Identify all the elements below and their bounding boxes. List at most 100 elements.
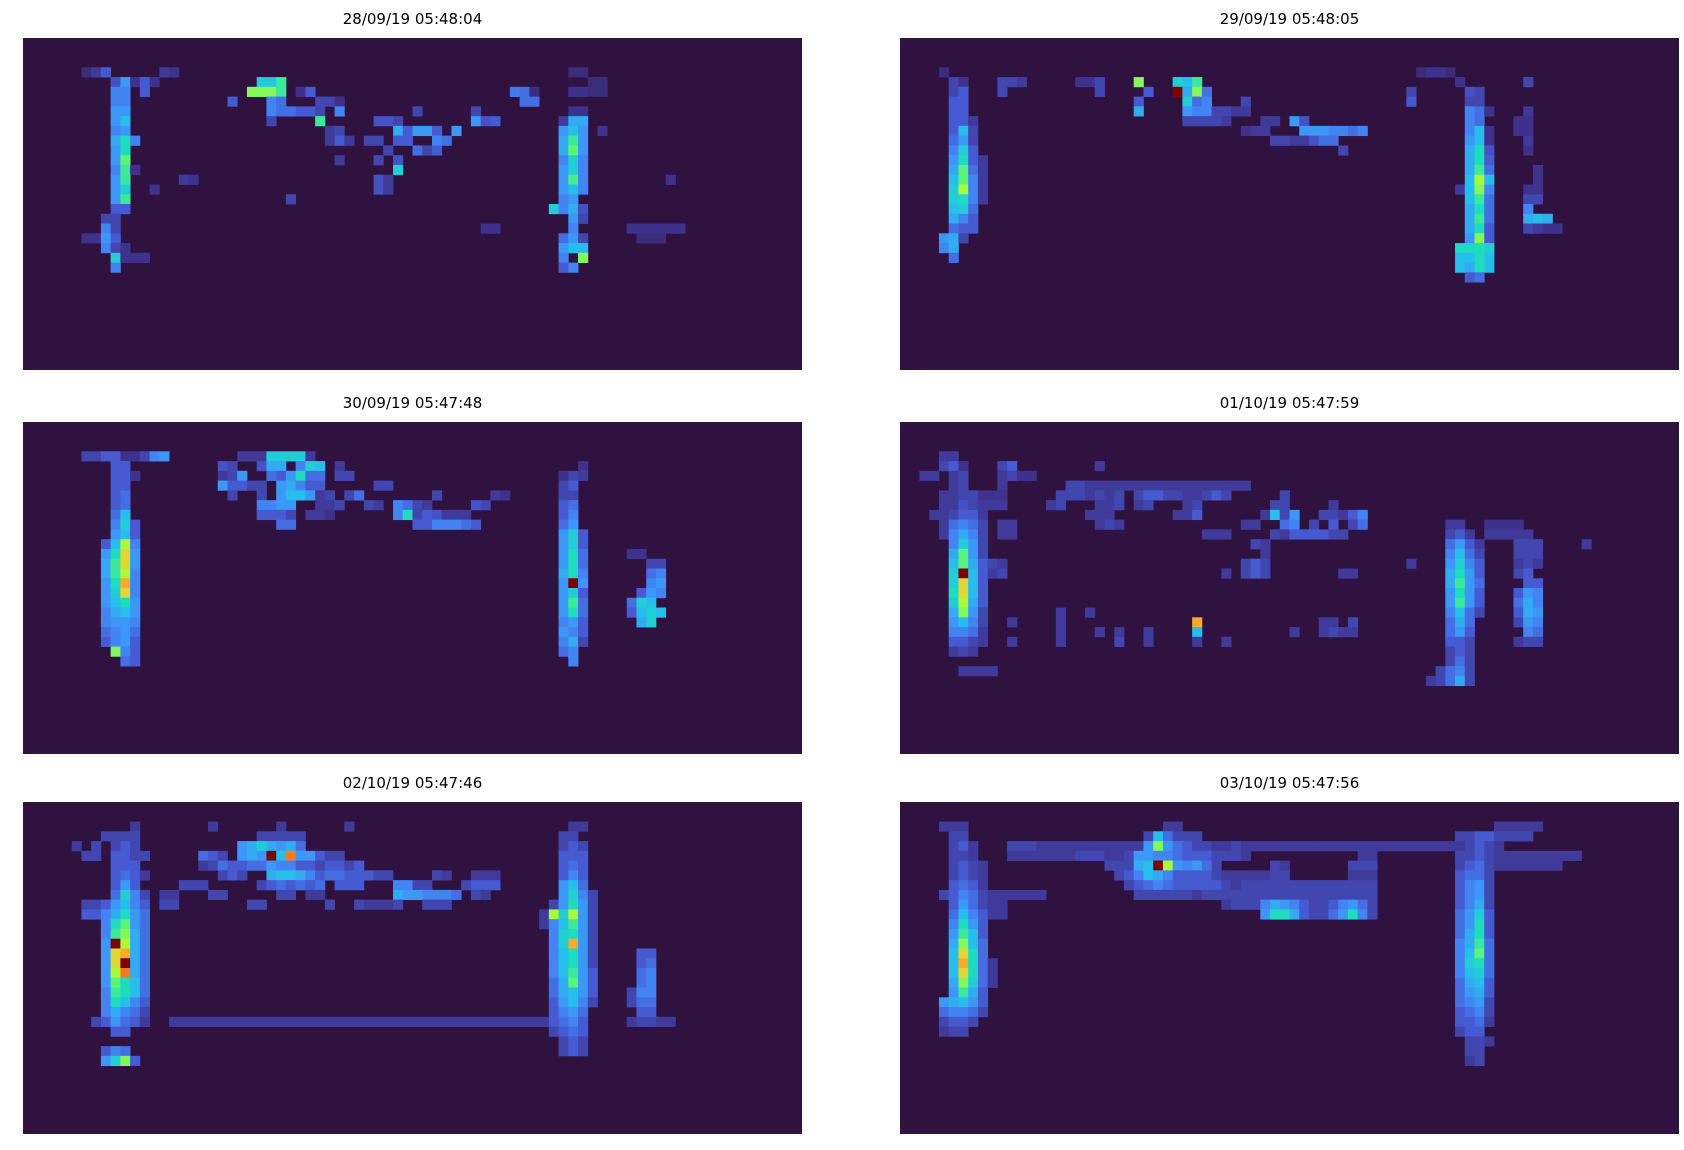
heatmap-cell (1357, 880, 1368, 891)
heatmap-cell (977, 627, 989, 638)
heatmap-cell (1464, 116, 1475, 127)
heatmap-cell (587, 909, 598, 920)
heatmap-cell (997, 568, 1008, 579)
heatmap-cell (968, 539, 979, 550)
heatmap-cell (1104, 509, 1115, 521)
heatmap-cell (1192, 831, 1203, 842)
heatmap-cell (1133, 841, 1144, 852)
heatmap-cell (422, 125, 433, 137)
heatmap-cell (1513, 558, 1524, 569)
heatmap-cell (1532, 821, 1544, 832)
heatmap-cell (968, 889, 979, 901)
heatmap-cell (665, 223, 676, 234)
heatmap-cell (1523, 529, 1534, 540)
heatmap-cell (1357, 509, 1368, 521)
heatmap-cell (285, 470, 297, 481)
heatmap-cell (1192, 86, 1203, 97)
heatmap-cell (1484, 909, 1495, 920)
heatmap-cell (968, 636, 979, 647)
heatmap-cell (295, 86, 306, 97)
heatmap-cell (315, 470, 326, 481)
heatmap-cell (305, 850, 316, 861)
heatmap-cell (1279, 880, 1290, 891)
heatmap-cell (100, 831, 112, 842)
heatmap-cell (958, 958, 969, 969)
heatmap-cell (480, 870, 491, 881)
heatmap-cell (1493, 841, 1505, 852)
heatmap-cell (237, 860, 248, 871)
heatmap-cell (987, 977, 998, 988)
heatmap-cell (1308, 880, 1320, 891)
heatmap-cell (1172, 889, 1183, 901)
heatmap-cell (958, 597, 969, 608)
heatmap-cell (285, 451, 297, 462)
heatmap-cell (646, 948, 657, 959)
heatmap-cell (1338, 880, 1349, 891)
heatmap-cell (422, 500, 433, 511)
heatmap-cell (558, 539, 569, 550)
heatmap-cell (139, 938, 150, 949)
heatmap-cell (938, 821, 950, 832)
heatmap-cell (1279, 841, 1290, 852)
heatmap-cell (958, 617, 969, 628)
heatmap-cell (1464, 539, 1475, 550)
heatmap-cell (1270, 841, 1281, 852)
heatmap-cell (237, 850, 248, 861)
heatmap-cell (958, 529, 969, 540)
heatmap-cell (1279, 509, 1290, 521)
heatmap-cell (1221, 899, 1232, 910)
heatmap-cell (646, 1007, 657, 1018)
heatmap-cell (91, 233, 102, 244)
heatmap-cell (295, 490, 306, 501)
heatmap-cell (373, 155, 384, 166)
heatmap-cell (285, 831, 297, 842)
heatmap-cell (91, 451, 102, 462)
heatmap-cell (1114, 500, 1125, 511)
heatmap-cell (1464, 646, 1475, 657)
heatmap-cell (412, 145, 423, 156)
heatmap-cell (997, 480, 1008, 491)
heatmap-cell (120, 597, 131, 608)
heatmap-cell (558, 1036, 569, 1047)
heatmap-cell (130, 164, 141, 176)
heatmap-cell (1347, 909, 1359, 920)
heatmap-cell (1279, 490, 1290, 501)
heatmap-cell (1347, 880, 1359, 891)
heatmap-cell (1114, 490, 1125, 501)
heatmap-cell (958, 997, 969, 1008)
heatmap-cell (987, 968, 998, 979)
heatmap-cell (1279, 909, 1290, 920)
heatmap-cell (285, 490, 297, 501)
heatmap-cell (1143, 490, 1154, 501)
heatmap-cell (578, 948, 589, 959)
heatmap-cell (1289, 627, 1300, 638)
heatmap-cell (938, 451, 950, 462)
heatmap-cell (1221, 116, 1232, 127)
heatmap-cell (81, 850, 92, 861)
heatmap-cell (1270, 529, 1281, 540)
heatmap-cell (500, 1016, 511, 1027)
heatmap-cell (334, 461, 345, 472)
heatmap-cell (977, 948, 989, 959)
heatmap-cell (1474, 1036, 1485, 1047)
heatmap-cell (1455, 617, 1466, 628)
heatmap-cell (636, 607, 647, 618)
heatmap-cell (285, 194, 297, 205)
heatmap-cell (1123, 880, 1135, 891)
heatmap-cell (958, 588, 969, 599)
heatmap-cell (1552, 850, 1563, 861)
heatmap-cell (958, 116, 969, 127)
heatmap-cell (568, 194, 579, 205)
heatmap-cell (110, 1007, 121, 1018)
heatmap-panel-4: 02/10/19 05:47:46 (23, 772, 802, 1140)
heatmap-cell (1464, 86, 1475, 97)
heatmap-cell (958, 938, 969, 949)
heatmap-cell (1075, 480, 1086, 491)
heatmap-cell (315, 870, 326, 881)
heatmap-cell (968, 568, 979, 579)
heatmap-cell (1221, 490, 1232, 501)
heatmap-cell (1562, 850, 1573, 861)
heatmap-cell (1464, 233, 1475, 244)
heatmap-cell (246, 860, 258, 871)
heatmap-cell (1455, 919, 1466, 930)
